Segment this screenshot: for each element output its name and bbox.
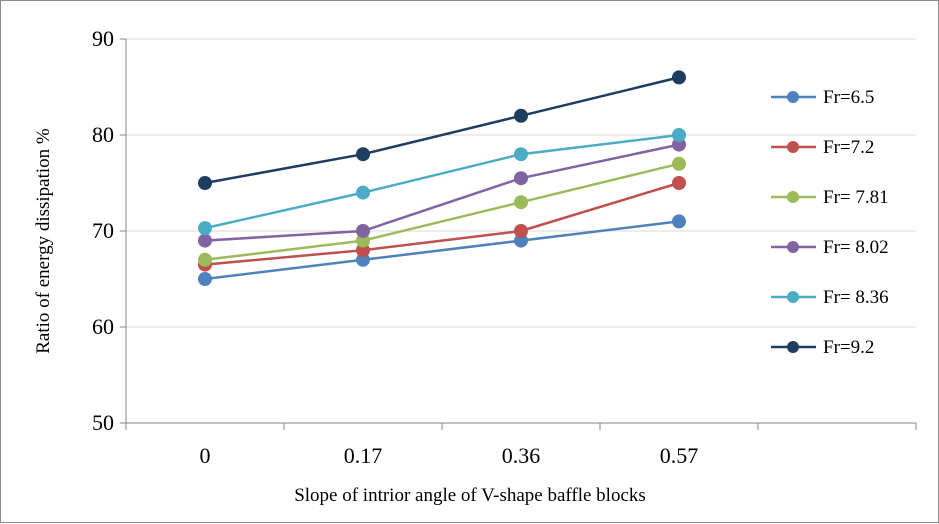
- series-line-3: [204, 143, 680, 242]
- point-s3-0: [198, 233, 212, 248]
- series-0: [198, 214, 686, 286]
- legend: Fr=6.5 Fr=7.2 Fr= 7.81 Fr= 8.02 Fr= 8.36 Fr=9…: [771, 87, 889, 358]
- point-s5-1: [356, 147, 370, 162]
- x-tick-label-2: 0.36: [502, 443, 541, 468]
- series-2: [198, 156, 686, 267]
- point-s4-0: [198, 221, 212, 236]
- legend-label-0: Fr=6.5: [823, 87, 874, 108]
- point-s3-2: [514, 171, 528, 186]
- legend-marker-1: [787, 141, 799, 153]
- legend-marker-4: [787, 291, 799, 303]
- series-line-1: [204, 181, 680, 266]
- point-s5-0: [198, 176, 212, 190]
- series-line-0: [204, 220, 680, 281]
- y-tick-label-70: 70: [92, 218, 114, 243]
- point-s0-3: [672, 214, 686, 229]
- legend-marker-0: [787, 91, 799, 103]
- series-layer: [198, 70, 686, 286]
- legend-label-5: Fr=9.2: [823, 337, 874, 358]
- y-tick-label-60: 60: [92, 314, 114, 339]
- point-s1-3: [672, 176, 686, 190]
- legend-item-4: Fr= 8.36: [771, 287, 889, 308]
- series-line-5: [204, 76, 680, 185]
- legend-label-1: Fr=7.2: [823, 137, 874, 158]
- legend-marker-3: [787, 241, 799, 253]
- point-s4-1: [356, 185, 370, 200]
- series-1: [198, 176, 686, 272]
- point-s1-1: [356, 243, 370, 258]
- legend-label-4: Fr= 8.36: [823, 287, 889, 308]
- point-s3-3: [672, 137, 686, 152]
- legend-marker-2: [787, 191, 799, 203]
- legend-item-3: Fr= 8.02: [771, 237, 889, 258]
- point-s5-3: [672, 70, 686, 85]
- point-s2-0: [198, 252, 212, 267]
- point-s5-2: [514, 108, 528, 123]
- y-tick-label-90: 90: [92, 26, 114, 51]
- point-s0-2: [514, 233, 528, 248]
- y-tick-label-80: 80: [92, 122, 114, 147]
- x-axis-title: Slope of intrior angle of V-shape baffle…: [294, 485, 646, 506]
- legend-marker-5: [787, 341, 799, 353]
- point-s2-3: [672, 156, 686, 171]
- point-s0-1: [356, 252, 370, 267]
- point-s0-0: [198, 272, 212, 286]
- series-3: [198, 137, 686, 248]
- point-s1-2: [514, 224, 528, 238]
- legend-label-2: Fr= 7.81: [823, 187, 889, 208]
- series-5: [198, 70, 686, 190]
- legend-label-3: Fr= 8.02: [823, 237, 889, 258]
- y-axis-title: Ratio of energy dissipation %: [33, 128, 54, 354]
- point-s3-1: [356, 224, 370, 238]
- legend-item-1: Fr=7.2: [771, 137, 874, 158]
- legend-item-2: Fr= 7.81: [771, 187, 889, 208]
- axes: 50 60 70 80 90 0 0.17 0.36 0.57: [92, 26, 917, 468]
- series-line-2: [204, 162, 680, 262]
- point-s2-2: [514, 195, 528, 210]
- series-line-4: [204, 133, 680, 230]
- legend-item-0: Fr=6.5: [771, 87, 874, 108]
- y-tick-label-50: 50: [92, 410, 114, 435]
- point-s4-2: [514, 147, 528, 162]
- gridlines: [126, 38, 916, 328]
- point-s4-3: [672, 128, 686, 142]
- x-tick-label-3: 0.57: [660, 443, 699, 468]
- x-tick-label-1: 0.17: [344, 443, 383, 468]
- x-tick-label-0: 0: [200, 443, 211, 468]
- series-4: [198, 128, 686, 236]
- point-s2-1: [356, 233, 370, 248]
- legend-item-5: Fr=9.2: [771, 337, 874, 358]
